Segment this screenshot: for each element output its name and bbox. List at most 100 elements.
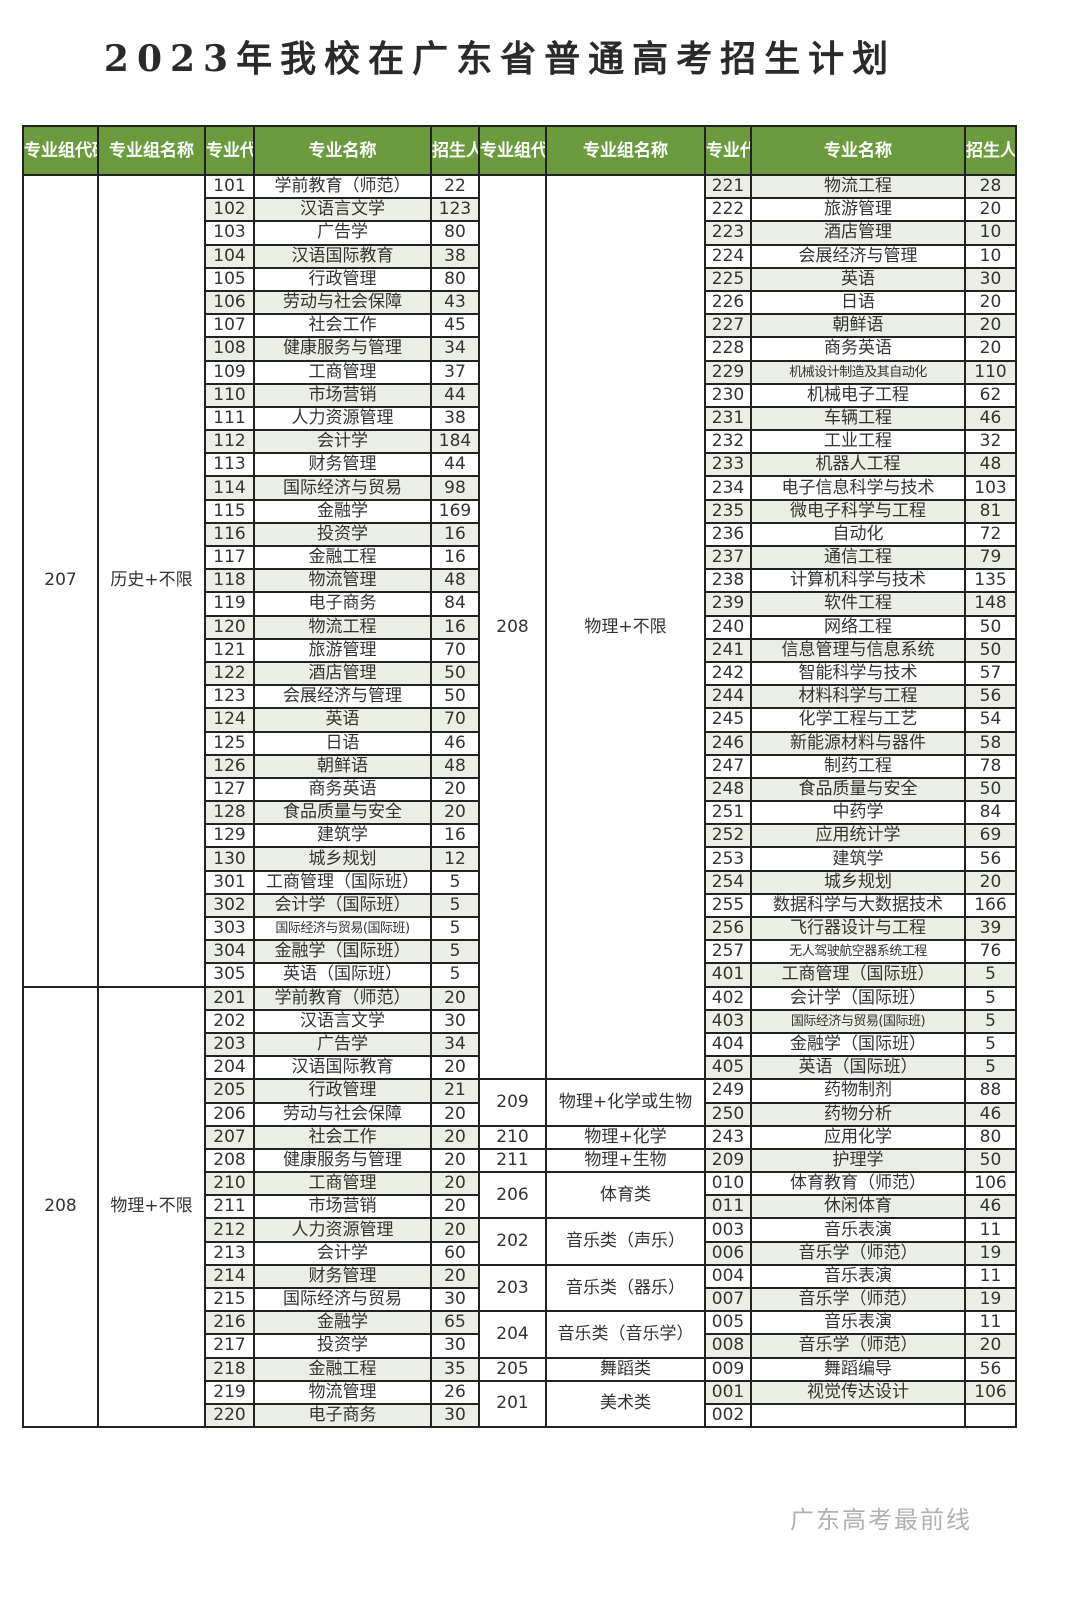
major-code: 209 xyxy=(704,1147,752,1174)
group-name: 音乐类（音乐学） xyxy=(545,1310,706,1359)
major-name: 物流工程 xyxy=(750,173,966,200)
major-code: 215 xyxy=(204,1286,255,1313)
enrollment-count: 5 xyxy=(430,962,480,988)
major-code: 246 xyxy=(704,730,752,756)
major-code: 004 xyxy=(704,1263,752,1290)
major-name: 音乐学（师范） xyxy=(750,1286,966,1313)
major-name: 国际经济与贸易 xyxy=(253,475,432,501)
enrollment-count: 57 xyxy=(964,660,1017,687)
column-header: 招生人数 xyxy=(964,125,1017,176)
table-row: 124 英语 70 245 化学工程与工艺 54 xyxy=(23,707,1017,733)
column-header: 专业代码 xyxy=(204,125,255,176)
major-code: 204 xyxy=(204,1055,255,1081)
major-code: 206 xyxy=(204,1101,255,1127)
major-name: 食品质量与安全 xyxy=(253,800,432,826)
table-row: 127 商务英语 20 248 食品质量与安全 50 xyxy=(23,776,1017,803)
major-code: 233 xyxy=(704,452,752,478)
major-name: 视觉传达设计 xyxy=(750,1379,966,1405)
major-code: 231 xyxy=(704,405,752,432)
major-name: 机器人工程 xyxy=(750,452,966,478)
enrollment-count: 46 xyxy=(964,1101,1017,1127)
group-code: 202 xyxy=(478,1217,547,1266)
major-code: 201 xyxy=(204,985,255,1011)
major-code: 105 xyxy=(204,266,255,292)
enrollment-count: 123 xyxy=(430,197,480,223)
major-code: 108 xyxy=(204,336,255,362)
enrollment-count: 38 xyxy=(430,243,480,269)
major-code: 112 xyxy=(204,429,255,455)
major-name: 投资学 xyxy=(253,1333,432,1359)
major-code: 002 xyxy=(704,1402,752,1429)
major-name: 金融学 xyxy=(253,498,432,524)
enrollment-count: 56 xyxy=(964,684,1017,710)
major-code: 115 xyxy=(204,498,255,524)
enrollment-count: 69 xyxy=(964,823,1017,849)
enrollment-count: 16 xyxy=(430,614,480,640)
major-name: 中药学 xyxy=(750,800,966,826)
major-name: 新能源材料与器件 xyxy=(750,730,966,756)
table-row: 207 历史+不限 101 学前教育（师范） 22 208 物理+不限 221 物流工程 28 xyxy=(22,173,1017,1081)
major-code: 203 xyxy=(204,1031,255,1058)
major-code: 212 xyxy=(204,1217,255,1243)
group-name: 物理+化学或生物 xyxy=(545,1078,706,1127)
major-code: 257 xyxy=(704,939,752,965)
major-code: 253 xyxy=(704,846,752,872)
group-code: 205 xyxy=(478,1356,547,1382)
enrollment-count: 21 xyxy=(430,1078,480,1104)
major-code: 244 xyxy=(704,684,752,710)
enrollment-count: 20 xyxy=(964,336,1017,362)
major-code: 228 xyxy=(704,336,752,362)
table-row: 105 行政管理 80 225 英语 30 xyxy=(23,266,1017,292)
major-code: 127 xyxy=(204,776,255,803)
major-code: 226 xyxy=(704,289,752,316)
major-code: 107 xyxy=(204,313,255,339)
major-name: 机械设计制造及其自动化 xyxy=(750,359,966,385)
major-name: 会计学（国际班） xyxy=(750,985,966,1011)
group-name: 物理+生物 xyxy=(545,1147,706,1174)
enrollment-count: 20 xyxy=(430,1101,480,1127)
major-name: 英语 xyxy=(750,266,966,292)
enrollment-count: 30 xyxy=(430,1008,480,1034)
enrollment-count: 20 xyxy=(430,1055,480,1081)
major-name: 电子信息科学与技术 xyxy=(750,475,966,501)
major-code: 248 xyxy=(704,776,752,803)
major-code: 101 xyxy=(204,173,255,200)
major-code: 219 xyxy=(204,1379,255,1405)
enrollment-count: 5 xyxy=(430,869,480,895)
group-code: 206 xyxy=(478,1171,547,1220)
major-code: 109 xyxy=(204,359,255,385)
major-name: 建筑学 xyxy=(253,823,432,849)
major-name: 会计学 xyxy=(253,1240,432,1266)
major-code: 207 xyxy=(204,1124,255,1150)
major-code: 008 xyxy=(704,1333,752,1359)
enrollment-count: 148 xyxy=(964,591,1017,617)
major-code: 404 xyxy=(704,1031,752,1058)
major-name: 智能科学与技术 xyxy=(750,660,966,687)
major-name: 财务管理 xyxy=(253,452,432,478)
major-code: 225 xyxy=(704,266,752,292)
major-name: 工商管理 xyxy=(253,1171,432,1197)
major-name: 车辆工程 xyxy=(750,405,966,432)
major-name: 化学工程与工艺 xyxy=(750,707,966,733)
table-row: 210 工商管理 20 206 体育类 010 体育教育（师范） 106 xyxy=(23,1171,1017,1220)
enrollment-count: 20 xyxy=(964,313,1017,339)
major-code: 302 xyxy=(204,892,255,919)
major-code: 218 xyxy=(204,1356,255,1382)
table-row: 111 人力资源管理 38 231 车辆工程 46 xyxy=(23,405,1017,432)
major-name: 城乡规划 xyxy=(750,869,966,895)
table-row: 206 劳动与社会保障 20 250 药物分析 46 xyxy=(23,1101,1017,1127)
major-name: 物流管理 xyxy=(253,568,432,594)
major-name: 数据科学与大数据技术 xyxy=(750,892,966,919)
enrollment-plan-table: 专业组代码专业组名称专业代码专业名称招生人数专业组代码专业组名称专业代码专业名称… xyxy=(22,125,1017,1429)
major-name: 体育教育（师范） xyxy=(750,1171,966,1197)
enrollment-count: 70 xyxy=(430,707,480,733)
table-row: 108 健康服务与管理 34 228 商务英语 20 xyxy=(23,336,1017,362)
enrollment-count: 11 xyxy=(964,1263,1017,1290)
enrollment-count: 56 xyxy=(964,846,1017,872)
major-name: 学前教育（师范） xyxy=(253,173,432,200)
major-name: 汉语国际教育 xyxy=(253,243,432,269)
enrollment-count: 26 xyxy=(430,1379,480,1405)
table-row: 104 汉语国际教育 38 224 会展经济与管理 10 xyxy=(23,243,1017,269)
major-name: 汉语国际教育 xyxy=(253,1055,432,1081)
column-header: 专业组代码 xyxy=(478,125,547,176)
